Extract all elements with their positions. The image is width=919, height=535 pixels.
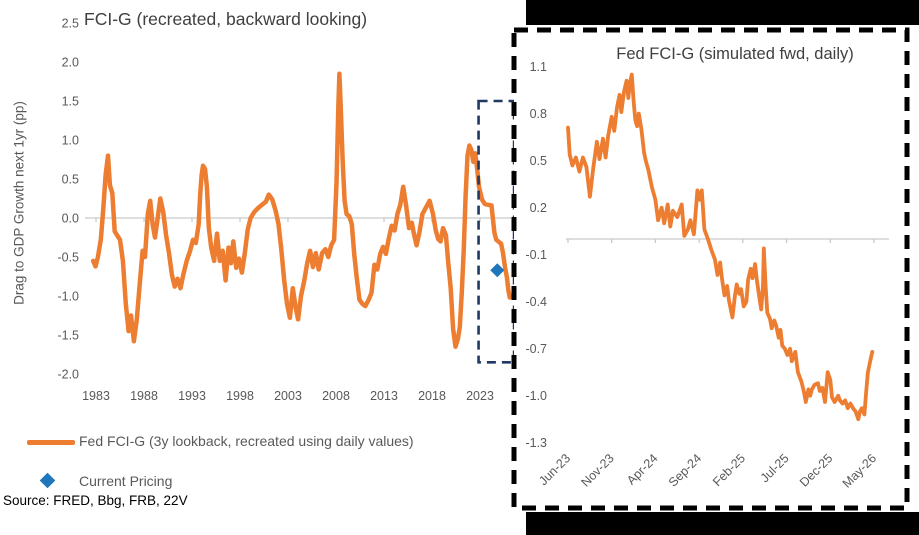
x-tick-label: 1988 <box>130 389 158 403</box>
panel-top-bar <box>526 0 919 25</box>
y-tick-label: -0.5 <box>57 251 79 265</box>
source-note: Source: FRED, Bbg, FRB, 22V <box>3 493 188 508</box>
y-tick-label: 0.0 <box>62 212 79 226</box>
y-tick-label: 1.0 <box>62 134 79 148</box>
x-tick-label: 2013 <box>370 389 398 403</box>
y-tick-label: 0.2 <box>530 201 547 215</box>
y-tick-label: 0.5 <box>530 154 547 168</box>
x-tick-label: Feb-25 <box>710 451 748 489</box>
y-tick-label: -1.0 <box>525 389 547 403</box>
x-tick-label: 2023 <box>466 389 494 403</box>
panel-bottom-bar <box>526 512 919 535</box>
y-tick-label: -1.3 <box>525 436 547 450</box>
y-tick-label: 1.1 <box>530 60 547 74</box>
x-tick-label: Dec-25 <box>797 451 835 489</box>
x-tick-label: 1983 <box>82 389 110 403</box>
y-tick-label: 2.5 <box>62 17 79 31</box>
y-tick-label: 0.8 <box>530 107 547 121</box>
right-chart-title: Fed FCI-G (simulated fwd, daily) <box>616 45 854 63</box>
x-tick-label: 1998 <box>226 389 254 403</box>
y-tick-label: 0.5 <box>62 173 79 187</box>
y-tick-label: 2.0 <box>62 56 79 70</box>
y-tick-label: -1.0 <box>57 290 79 304</box>
x-tick-label: Sep-24 <box>666 451 704 489</box>
x-tick-label: Nov-23 <box>578 451 616 489</box>
x-tick-label: 2003 <box>274 389 302 403</box>
panel-dashed-border <box>511 27 910 511</box>
y-tick-label: -0.4 <box>525 295 547 309</box>
legend-diamond-icon <box>39 472 56 489</box>
x-tick-label: May-26 <box>840 451 879 490</box>
highlight-box <box>477 99 516 364</box>
series-line <box>566 72 875 422</box>
series-line <box>90 71 513 349</box>
y-tick-label: -0.1 <box>525 248 547 262</box>
left-y-axis-title: Drag to GDP Growth next 1yr (pp) <box>11 101 27 305</box>
y-tick-label: 1.5 <box>62 95 79 109</box>
legend-series-label: Fed FCI-G (3y lookback, recreated using … <box>79 433 414 449</box>
x-tick-label: Jun-23 <box>536 451 573 488</box>
x-tick-label: 1993 <box>178 389 206 403</box>
legend-marker-label: Current Pricing <box>79 473 173 489</box>
x-tick-label: Jul-25 <box>758 451 792 485</box>
y-tick-label: -0.7 <box>525 342 547 356</box>
x-tick-label: Apr-24 <box>624 451 660 487</box>
y-tick-label: -1.5 <box>57 329 79 343</box>
current-pricing-marker <box>490 263 505 278</box>
x-tick-label: 2008 <box>322 389 350 403</box>
x-tick-label: 2018 <box>418 389 446 403</box>
left-chart-title: FCI-G (recreated, backward looking) <box>84 9 368 29</box>
y-tick-label: -2.0 <box>57 368 79 382</box>
legend-line-swatch <box>27 440 75 445</box>
